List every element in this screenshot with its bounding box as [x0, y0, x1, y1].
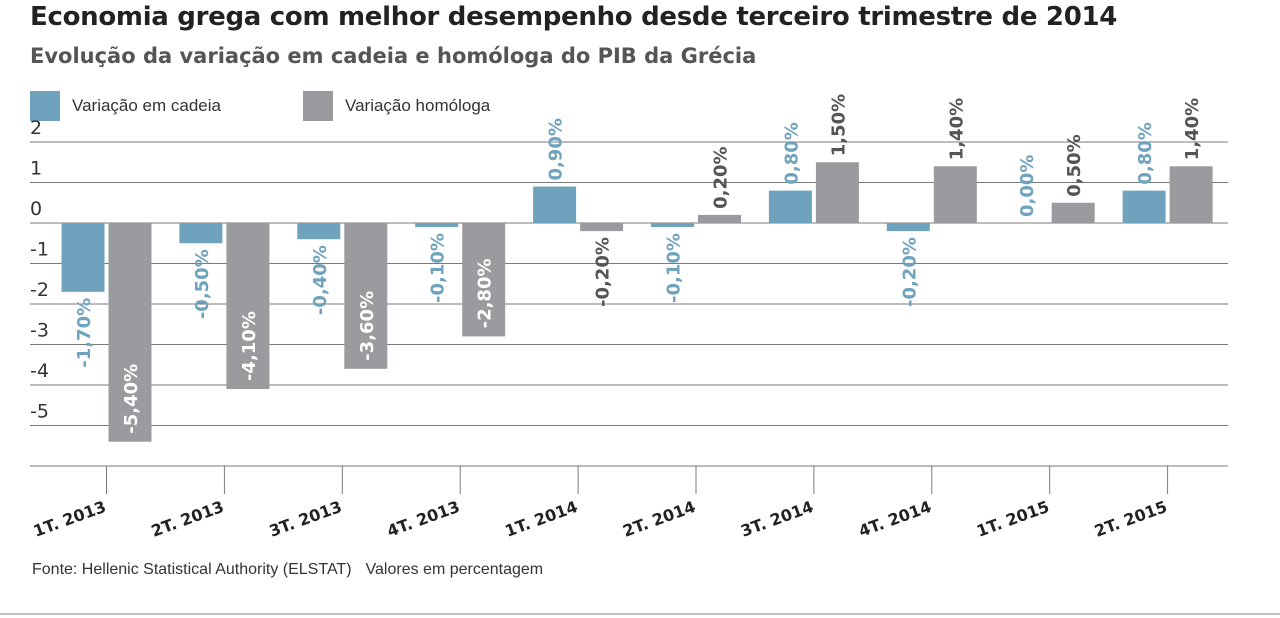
bar-homologa — [933, 166, 977, 223]
data-label-homologa: 0,20% — [711, 146, 732, 208]
y-tick-label: -5 — [30, 401, 49, 423]
x-tick-label: 2T. 2013 — [149, 497, 227, 541]
data-label-homologa: -4,10% — [239, 311, 260, 381]
bar-homologa — [462, 223, 506, 337]
bar-homologa — [580, 223, 624, 232]
bar-cadeia — [61, 223, 105, 292]
y-tick-label: -3 — [30, 320, 49, 342]
bar-homologa — [698, 214, 741, 223]
y-tick-label: -2 — [30, 279, 49, 301]
x-tick-label: 4T. 2014 — [856, 497, 934, 541]
bar-cadeia — [297, 223, 341, 240]
y-tick-label: -4 — [30, 360, 49, 382]
chart-subtitle: Evolução da variação em cadeia e homólog… — [30, 44, 757, 68]
data-label-homologa: 1,40% — [946, 98, 967, 160]
source-text: Fonte: Hellenic Statistical Authority (E… — [32, 561, 352, 578]
bar-cadeia — [768, 190, 812, 223]
bar-homologa — [1051, 202, 1095, 223]
x-tick-label: 4T. 2013 — [384, 497, 462, 541]
y-tick-label: 1 — [30, 158, 42, 180]
data-label-homologa: -2,80% — [475, 258, 496, 328]
x-tick-label: 2T. 2014 — [620, 497, 698, 541]
x-tick-label: 2T. 2015 — [1092, 497, 1170, 541]
bar-homologa — [108, 223, 152, 442]
bar-homologa — [344, 223, 388, 369]
data-label-cadeia: 0,90% — [546, 118, 567, 180]
y-tick-label: 2 — [30, 117, 42, 139]
data-label-homologa: 0,50% — [1064, 134, 1085, 196]
data-label-homologa: 1,40% — [1182, 98, 1203, 160]
data-label-cadeia: -1,70% — [74, 298, 95, 368]
bar-cadeia — [886, 223, 930, 232]
y-tick-label: 0 — [30, 198, 42, 220]
data-label-cadeia: 0,80% — [1135, 122, 1156, 184]
bar-cadeia — [179, 223, 223, 244]
data-label-homologa: -0,20% — [593, 237, 614, 307]
data-label-cadeia: 0,00% — [1017, 155, 1038, 217]
legend-swatch-cadeia — [30, 91, 60, 121]
x-tick-label: 3T. 2013 — [267, 497, 345, 541]
bar-homologa — [1169, 166, 1213, 223]
bar-cadeia — [651, 223, 694, 228]
chart-title: Economia grega com melhor desempenho des… — [30, 2, 1118, 32]
data-label-cadeia: -0,40% — [310, 245, 331, 315]
units-note: Valores em percentagem — [365, 561, 544, 578]
legend-label-cadeia: Variação em cadeia — [72, 96, 221, 115]
bar-cadeia — [1122, 190, 1166, 223]
bar-cadeia — [415, 223, 459, 228]
bar-homologa — [226, 223, 270, 390]
data-label-cadeia: 0,80% — [781, 122, 802, 184]
x-tick-label: 1T. 2014 — [502, 497, 580, 541]
bar-homologa — [815, 162, 859, 223]
data-label-homologa: -3,60% — [357, 291, 378, 361]
data-label-cadeia: -0,50% — [192, 249, 213, 319]
legend-item-homologa: Variação homóloga — [303, 91, 490, 121]
bottom-rule — [0, 613, 1280, 615]
bar-cadeia — [533, 186, 577, 223]
data-label-cadeia: -0,10% — [428, 233, 449, 303]
source-line: Fonte: Hellenic Statistical Authority (E… — [32, 561, 543, 579]
data-label-cadeia: -0,10% — [664, 233, 685, 303]
data-label-homologa: 1,50% — [828, 94, 849, 156]
legend-label-homologa: Variação homóloga — [345, 96, 491, 115]
y-tick-label: -1 — [30, 239, 49, 261]
x-tick-label: 1T. 2015 — [974, 497, 1052, 541]
legend-item-cadeia: Variação em cadeia — [30, 91, 221, 121]
x-tick-label: 1T. 2013 — [31, 497, 109, 541]
legend-swatch-homologa — [303, 91, 333, 121]
x-tick-label: 3T. 2014 — [738, 497, 816, 541]
data-label-homologa: -5,40% — [121, 364, 142, 434]
data-label-cadeia: -0,20% — [899, 237, 920, 307]
